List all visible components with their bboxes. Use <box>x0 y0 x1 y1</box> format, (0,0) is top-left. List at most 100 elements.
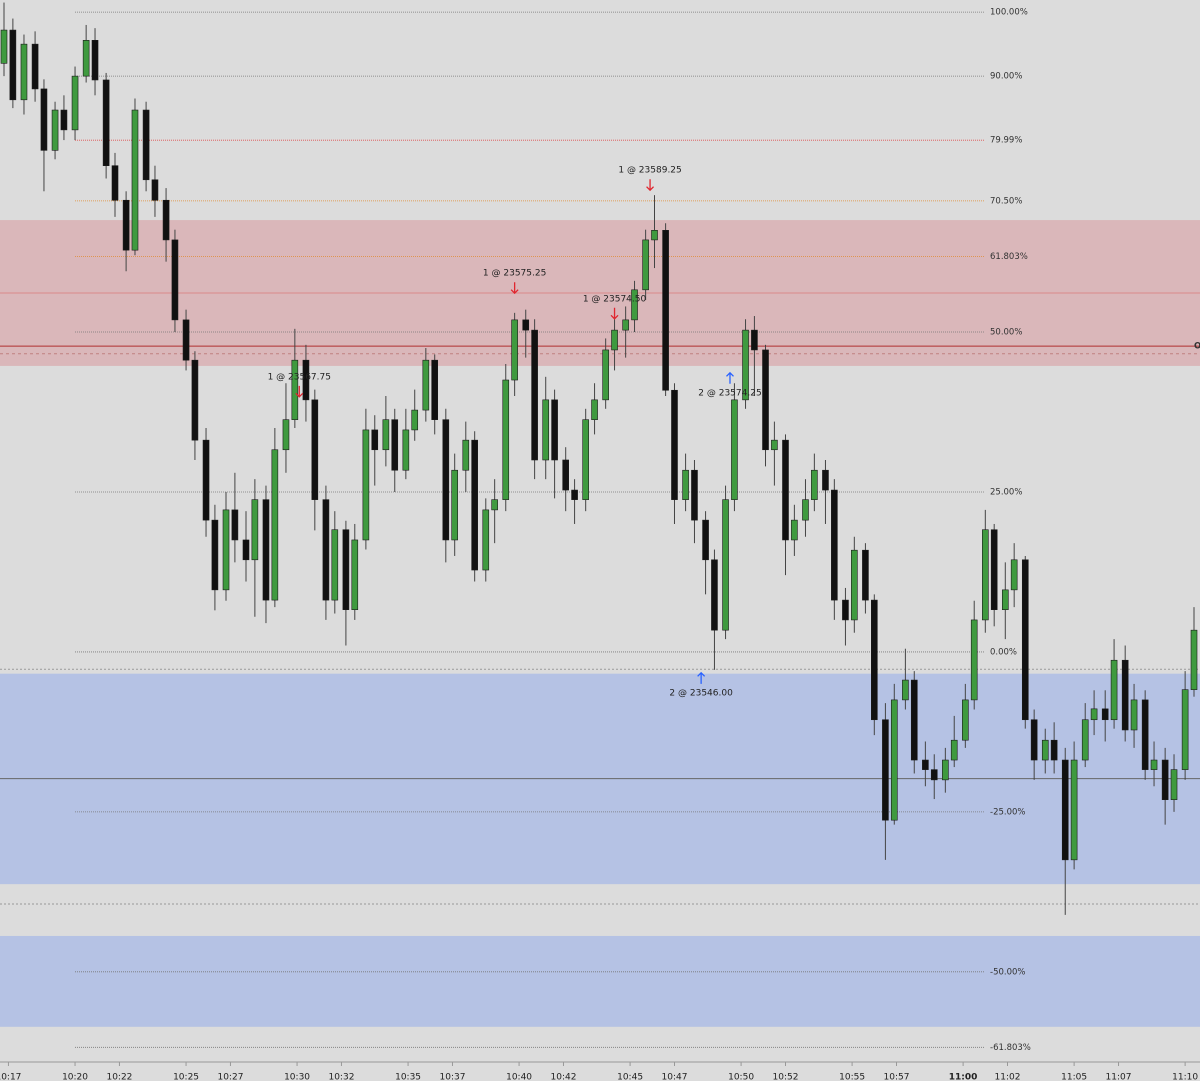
candle-body <box>1010 559 1018 591</box>
candle-body <box>942 759 949 781</box>
candle-body <box>651 230 658 241</box>
candle-body <box>1081 719 1089 761</box>
trade-marker: 2 @ 23574.25 <box>698 371 762 398</box>
candle-body <box>771 439 778 451</box>
candle-body <box>671 389 678 500</box>
candle-body <box>582 419 589 500</box>
candle-body <box>822 469 829 491</box>
candle-body <box>1090 708 1098 721</box>
candle-body <box>20 43 28 101</box>
candle-body <box>831 489 838 601</box>
candle-body <box>1050 739 1058 761</box>
candle-body <box>471 439 478 571</box>
candle-body <box>82 40 90 77</box>
candle-body <box>271 449 279 601</box>
candle-body <box>571 489 578 500</box>
candle-body <box>1041 739 1049 761</box>
candle-body <box>231 509 239 541</box>
candle-body <box>1161 759 1169 800</box>
candle-body <box>762 349 769 451</box>
levels: O 100.00% 90.00% 79.99% 70.50% 61.803% 50.00% 2… <box>0 8 1200 1053</box>
candle-body <box>731 399 738 500</box>
candle-body <box>1121 659 1129 731</box>
time-label: 11:02 <box>995 1073 1021 1081</box>
candle-body <box>622 319 629 331</box>
candle-body <box>451 469 458 541</box>
time-label: 10:42 <box>551 1073 577 1081</box>
candle-body <box>611 329 618 351</box>
trade-marker: 1 @ 23589.25 <box>618 166 682 192</box>
fib-level-label: 50.00% <box>990 328 1022 338</box>
candle-body <box>482 509 490 571</box>
time-label: 11:00 <box>949 1073 978 1081</box>
candle-body <box>331 529 339 601</box>
candle-body <box>922 759 929 770</box>
time-label: 10:20 <box>62 1073 88 1081</box>
candle-body <box>682 469 689 500</box>
candle-body <box>1170 769 1178 800</box>
candle-body <box>1101 708 1109 721</box>
candle-body <box>322 499 330 601</box>
time-label: 10:55 <box>839 1073 865 1081</box>
candle-body <box>1070 759 1078 861</box>
candle-body <box>851 549 858 621</box>
fib-level-label: 0.00% <box>990 647 1017 657</box>
candle-body <box>1030 719 1038 761</box>
fib-level-label: -25.00% <box>990 807 1025 817</box>
candle-body <box>351 539 359 610</box>
candle-body <box>9 29 17 101</box>
trade-label: 1 @ 23575.25 <box>483 269 546 279</box>
fib-level-label: 70.50% <box>990 196 1022 206</box>
candle-body <box>990 529 998 610</box>
candle-body <box>511 319 518 381</box>
candle-body <box>431 359 439 420</box>
candle-body <box>31 43 39 90</box>
candles <box>0 2 1198 915</box>
candle-body <box>371 429 379 451</box>
candle-body <box>402 429 410 471</box>
time-label: 10:45 <box>617 1073 643 1081</box>
trade-label: 1 @ 23567.75 <box>268 372 331 382</box>
candle-body <box>602 349 609 401</box>
trade-arrow <box>646 179 655 192</box>
time-axis: 10:17 10:20 10:22 10:25 10:27 10:30 10:32 10:35… <box>0 1062 1198 1081</box>
candle-body <box>591 399 598 420</box>
candle-body <box>711 559 718 631</box>
candle-body <box>970 619 978 701</box>
candle-body <box>251 499 259 561</box>
candle-body <box>1190 629 1198 690</box>
trade-marker: 1 @ 23567.75 <box>268 372 331 398</box>
candle-body <box>562 459 569 491</box>
candle-body <box>1001 589 1009 610</box>
trade-label: 2 @ 23574.25 <box>698 388 761 398</box>
candle-body <box>691 469 698 521</box>
candle-body <box>142 109 150 181</box>
candle-body <box>342 529 350 610</box>
candle-body <box>362 429 370 541</box>
candle-body <box>722 499 729 631</box>
time-label: 10:27 <box>217 1073 243 1081</box>
candle-body <box>462 439 470 471</box>
candle-body <box>151 179 159 201</box>
time-label: 11:05 <box>1061 1073 1087 1081</box>
candle-body <box>642 239 649 291</box>
time-label: 10:35 <box>395 1073 421 1081</box>
zone <box>0 935 1200 1027</box>
candle-body <box>0 29 8 64</box>
candle-body <box>631 289 638 321</box>
trade-label: 1 @ 23574.50 <box>583 294 647 304</box>
time-label: 10:40 <box>506 1073 532 1081</box>
time-label: 10:52 <box>773 1073 799 1081</box>
trade-arrow <box>295 385 304 398</box>
candle-body <box>751 329 758 351</box>
candle-body <box>302 359 310 401</box>
candle-body <box>102 79 110 166</box>
candle-body <box>551 399 558 461</box>
trade-arrow <box>510 282 519 295</box>
candle-body <box>382 419 390 451</box>
price-line-label: O <box>1194 342 1200 352</box>
fib-level-label: 100.00% <box>990 8 1028 18</box>
time-label: 10:37 <box>440 1073 466 1081</box>
